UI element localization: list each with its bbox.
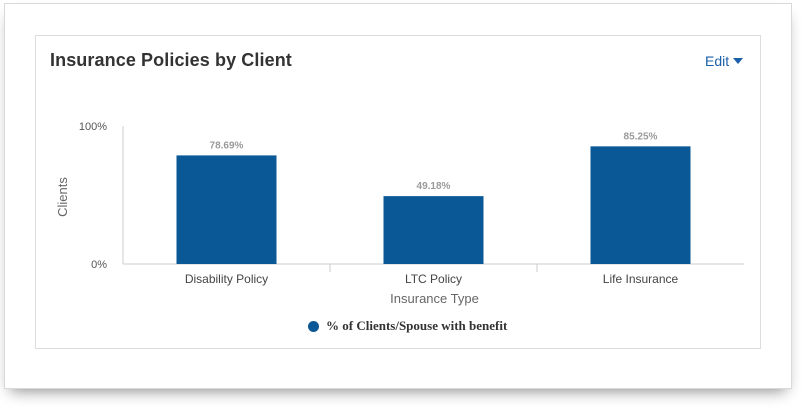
chart-legend[interactable]: % of Clients/Spouse with benefit	[308, 318, 507, 334]
x-category-label: Disability Policy	[185, 272, 268, 286]
x-category-label: LTC Policy	[405, 272, 462, 286]
bar	[383, 196, 484, 264]
caret-down-icon	[733, 58, 744, 64]
y-axis-title: Clients	[55, 177, 70, 217]
card-title: Insurance Policies by Client	[50, 50, 292, 70]
bar-data-label: 78.69%	[210, 140, 244, 151]
legend-label: % of Clients/Spouse with benefit	[326, 318, 508, 333]
chart-labels: 78.69% Disability Policy 49.18% LTC Policy 8…	[185, 131, 679, 286]
y-tick-label: 0%	[91, 259, 107, 271]
y-tick-label: 100%	[79, 121, 107, 133]
legend-marker	[308, 320, 319, 332]
bar-data-label: 85.25%	[624, 131, 658, 142]
x-axis-title: Insurance Type	[390, 291, 479, 306]
chart-bars	[176, 146, 691, 264]
edit-button[interactable]: Edit	[705, 53, 744, 69]
bar	[590, 146, 691, 264]
x-category-label: Life Insurance	[603, 272, 679, 286]
edit-label: Edit	[705, 53, 730, 69]
bar	[176, 155, 277, 264]
bar-data-label: 49.18%	[417, 181, 451, 192]
